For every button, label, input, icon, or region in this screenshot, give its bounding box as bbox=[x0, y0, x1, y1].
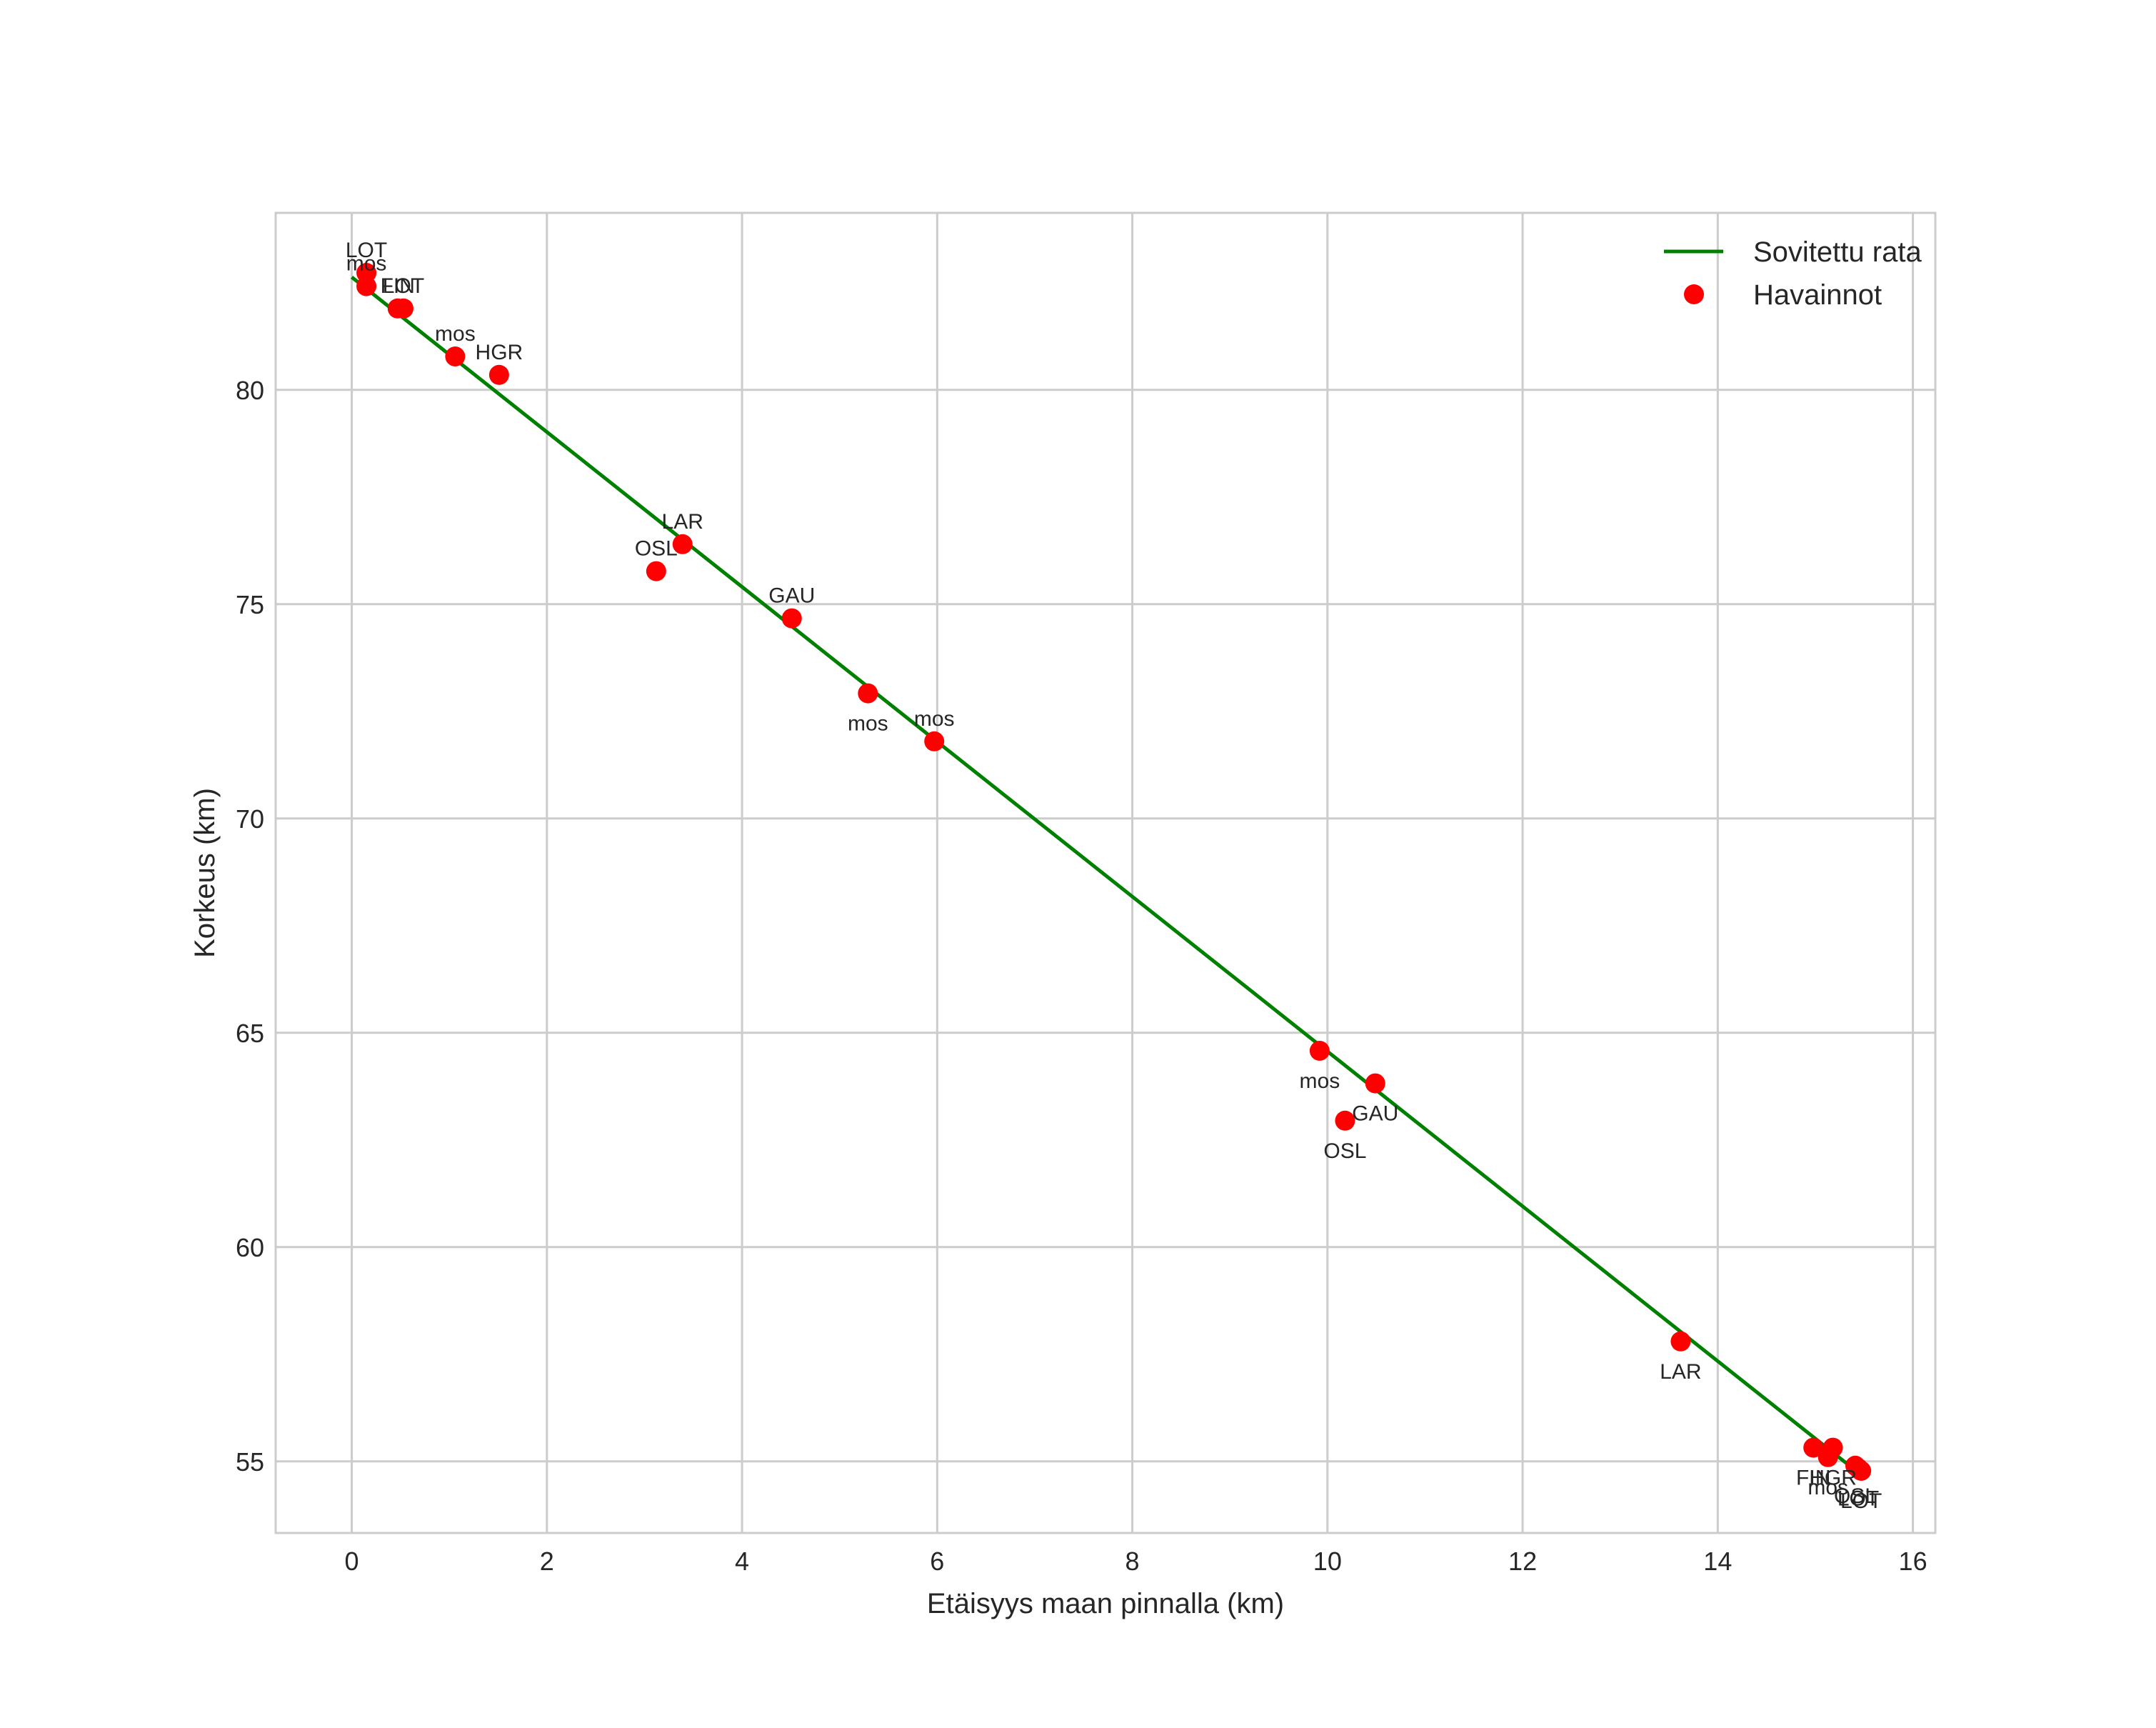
y-tick-label: 55 bbox=[236, 1447, 264, 1477]
observation-point bbox=[1670, 1331, 1691, 1352]
y-tick-label: 70 bbox=[236, 804, 264, 834]
observation-label: GAU bbox=[768, 584, 815, 608]
y-tick-label: 60 bbox=[236, 1233, 264, 1262]
observation-label: LOT bbox=[383, 274, 424, 298]
legend-label-observations: Havainnot bbox=[1753, 279, 1882, 311]
observation-label: OSL bbox=[635, 537, 678, 561]
y-tick-label: 65 bbox=[236, 1019, 264, 1048]
observation-label: mos bbox=[1300, 1069, 1340, 1093]
observation-label: LOT bbox=[1840, 1489, 1882, 1513]
x-tick-label: 0 bbox=[345, 1547, 359, 1576]
grid-lines bbox=[276, 213, 1935, 1533]
observation-point bbox=[1848, 1458, 1869, 1479]
legend-dot-icon bbox=[1684, 284, 1704, 304]
observation-label: HGR bbox=[1809, 1467, 1857, 1490]
y-axis-label: Korkeus (km) bbox=[189, 788, 221, 958]
observation-point bbox=[488, 364, 509, 385]
observation-point bbox=[781, 608, 802, 629]
observation-label: mos bbox=[346, 252, 387, 276]
observation-label: mos bbox=[914, 707, 955, 731]
x-tick-label: 10 bbox=[1313, 1547, 1342, 1576]
x-tick-label: 6 bbox=[930, 1547, 944, 1576]
observation-label: OSL bbox=[1323, 1139, 1366, 1163]
observation-label: HGR bbox=[476, 341, 523, 364]
observation-point bbox=[1817, 1447, 1838, 1467]
observation-label: LAR bbox=[1660, 1360, 1701, 1384]
y-tick-labels: 55 60 65 70 75 80 bbox=[236, 376, 264, 1477]
fitted-trajectory-line bbox=[351, 276, 1860, 1475]
observation-point bbox=[1365, 1073, 1385, 1094]
observation-point bbox=[393, 298, 413, 319]
observation-point bbox=[924, 731, 945, 751]
x-tick-label: 2 bbox=[540, 1547, 554, 1576]
observation-point bbox=[356, 276, 377, 296]
x-tick-label: 8 bbox=[1125, 1547, 1140, 1576]
plot-frame bbox=[274, 211, 1937, 1534]
observation-label: OSL bbox=[1834, 1484, 1877, 1508]
x-tick-label: 16 bbox=[1899, 1547, 1927, 1576]
observation-point bbox=[445, 346, 466, 366]
observation-label: LOT bbox=[346, 239, 387, 262]
observation-label: FIN bbox=[381, 274, 415, 298]
observation-point bbox=[1309, 1041, 1330, 1061]
observation-label: mos bbox=[435, 322, 476, 346]
observation-point bbox=[646, 561, 666, 581]
x-tick-label: 12 bbox=[1508, 1547, 1537, 1576]
observation-point bbox=[1803, 1437, 1824, 1458]
y-tick-label: 75 bbox=[236, 590, 264, 619]
observation-points bbox=[356, 263, 1872, 1481]
x-tick-labels: 0 2 4 6 8 10 12 14 16 bbox=[345, 1547, 1927, 1576]
observation-label: GAU bbox=[1352, 1102, 1398, 1126]
observation-point bbox=[672, 534, 693, 554]
observation-label: FIN bbox=[1796, 1467, 1830, 1490]
x-tick-label: 14 bbox=[1703, 1547, 1732, 1576]
legend-label-fit: Sovitettu rata bbox=[1753, 236, 1922, 268]
y-tick-label: 80 bbox=[236, 376, 264, 405]
legend: Sovitettu rata Havainnot bbox=[1664, 236, 1922, 311]
observation-label: LOT bbox=[1837, 1487, 1879, 1510]
x-axis-label: Etäisyys maan pinnalla (km) bbox=[927, 1588, 1284, 1619]
observation-point bbox=[1335, 1110, 1355, 1131]
observation-label: LAR bbox=[662, 510, 703, 534]
observation-label: mos bbox=[848, 712, 888, 736]
observation-point bbox=[858, 683, 878, 704]
x-tick-label: 4 bbox=[735, 1547, 749, 1576]
observation-label: mos bbox=[1807, 1476, 1848, 1499]
